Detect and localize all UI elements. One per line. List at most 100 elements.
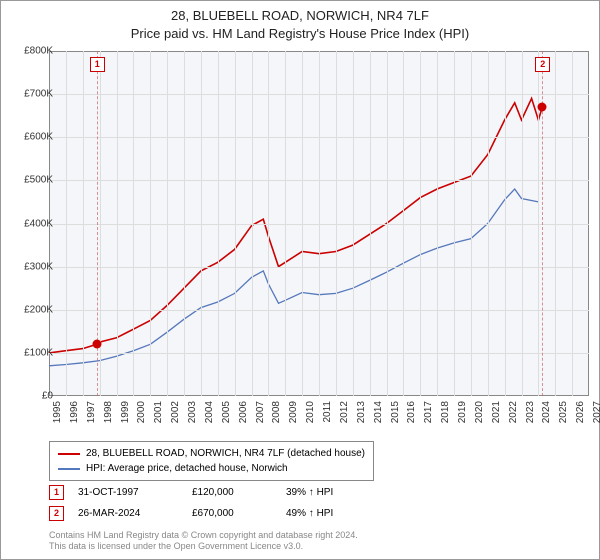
chart-container: 28, BLUEBELL ROAD, NORWICH, NR4 7LF Pric… [0,0,600,560]
sale-records: 1 31-OCT-1997 £120,000 39% ↑ HPI 2 26-MA… [49,485,366,527]
vgrid-line [117,51,118,396]
vgrid-line [201,51,202,396]
x-tick-label: 2004 [204,401,215,423]
vgrid-line [150,51,151,396]
x-tick-label: 2025 [558,401,569,423]
vgrid-line [454,51,455,396]
sale-pct-1: 39% ↑ HPI [286,487,366,498]
vgrid-line [420,51,421,396]
x-tick-label: 2011 [322,401,333,423]
vgrid-line [66,51,67,396]
x-tick-label: 1999 [120,401,131,423]
y-tick-label: £300K [24,261,53,272]
vgrid-line [505,51,506,396]
x-tick-label: 2017 [423,401,434,423]
footer: Contains HM Land Registry data © Crown c… [49,530,358,553]
sale-date-1: 31-OCT-1997 [78,487,178,498]
vgrid-line [167,51,168,396]
vgrid-line [302,51,303,396]
sale-dot-1 [92,340,101,349]
x-tick-label: 2008 [271,401,282,423]
vgrid-line [403,51,404,396]
x-tick-label: 2018 [440,401,451,423]
y-tick-label: £500K [24,175,53,186]
x-tick-label: 2006 [238,401,249,423]
x-tick-label: 1998 [103,401,114,423]
vgrid-line [488,51,489,396]
x-tick-label: 2003 [187,401,198,423]
x-tick-label: 2007 [255,401,266,423]
legend: 28, BLUEBELL ROAD, NORWICH, NR4 7LF (det… [49,441,374,481]
x-tick-label: 2010 [305,401,316,423]
sale-price-1: £120,000 [192,487,272,498]
sale-date-2: 26-MAR-2024 [78,508,178,519]
vgrid-line [572,51,573,396]
x-tick-label: 2001 [153,401,164,423]
y-tick-label: £700K [24,89,53,100]
x-tick-label: 2023 [525,401,536,423]
vgrid-line [285,51,286,396]
y-tick-label: £0 [42,391,53,402]
legend-row-property: 28, BLUEBELL ROAD, NORWICH, NR4 7LF (det… [58,446,365,461]
vgrid-line [268,51,269,396]
vgrid-line [252,51,253,396]
x-tick-label: 2014 [373,401,384,423]
vgrid-line [184,51,185,396]
x-tick-label: 2012 [339,401,350,423]
x-tick-label: 2019 [457,401,468,423]
vgrid-line [336,51,337,396]
x-tick-label: 2009 [288,401,299,423]
sale-marker-box-1: 1 [90,57,105,72]
legend-swatch-property [58,453,80,455]
vgrid-line [353,51,354,396]
sale-row-1: 1 31-OCT-1997 £120,000 39% ↑ HPI [49,485,366,500]
x-tick-label: 2022 [508,401,519,423]
x-tick-label: 1996 [69,401,80,423]
sale-row-2: 2 26-MAR-2024 £670,000 49% ↑ HPI [49,506,366,521]
sale-marker-2-icon: 2 [49,506,64,521]
x-tick-label: 2021 [491,401,502,423]
vgrid-line [83,51,84,396]
series-hpi [49,189,538,366]
sale-dot-2 [538,103,547,112]
x-tick-label: 2000 [136,401,147,423]
sale-marker-1-icon: 1 [49,485,64,500]
x-tick-label: 1997 [86,401,97,423]
title-line-2: Price paid vs. HM Land Registry's House … [1,25,599,43]
x-tick-label: 2024 [541,401,552,423]
x-tick-label: 2016 [406,401,417,423]
x-tick-label: 2013 [356,401,367,423]
title-line-1: 28, BLUEBELL ROAD, NORWICH, NR4 7LF [1,7,599,25]
y-tick-label: £200K [24,304,53,315]
legend-label-property: 28, BLUEBELL ROAD, NORWICH, NR4 7LF (det… [86,446,365,461]
vgrid-line [437,51,438,396]
footer-line-2: This data is licensed under the Open Gov… [49,541,358,553]
sale-price-2: £670,000 [192,508,272,519]
y-tick-label: £400K [24,218,53,229]
vgrid-line [218,51,219,396]
x-tick-label: 2027 [592,401,600,423]
x-tick-label: 1995 [52,401,63,423]
title-area: 28, BLUEBELL ROAD, NORWICH, NR4 7LF Pric… [1,1,599,43]
vgrid-line [471,51,472,396]
sale-pct-2: 49% ↑ HPI [286,508,366,519]
vgrid-line [522,51,523,396]
x-tick-label: 2020 [474,401,485,423]
legend-swatch-hpi [58,468,80,470]
x-tick-label: 2015 [390,401,401,423]
x-tick-label: 2005 [221,401,232,423]
vgrid-line [387,51,388,396]
y-tick-label: £800K [24,46,53,57]
legend-row-hpi: HPI: Average price, detached house, Norw… [58,461,365,476]
vgrid-line [133,51,134,396]
y-tick-label: £600K [24,132,53,143]
sale-marker-box-2: 2 [535,57,550,72]
legend-label-hpi: HPI: Average price, detached house, Norw… [86,461,288,476]
vgrid-line [370,51,371,396]
x-tick-label: 2026 [575,401,586,423]
footer-line-1: Contains HM Land Registry data © Crown c… [49,530,358,542]
vgrid-line [235,51,236,396]
y-tick-label: £100K [24,347,53,358]
vgrid-line [319,51,320,396]
x-tick-label: 2002 [170,401,181,423]
